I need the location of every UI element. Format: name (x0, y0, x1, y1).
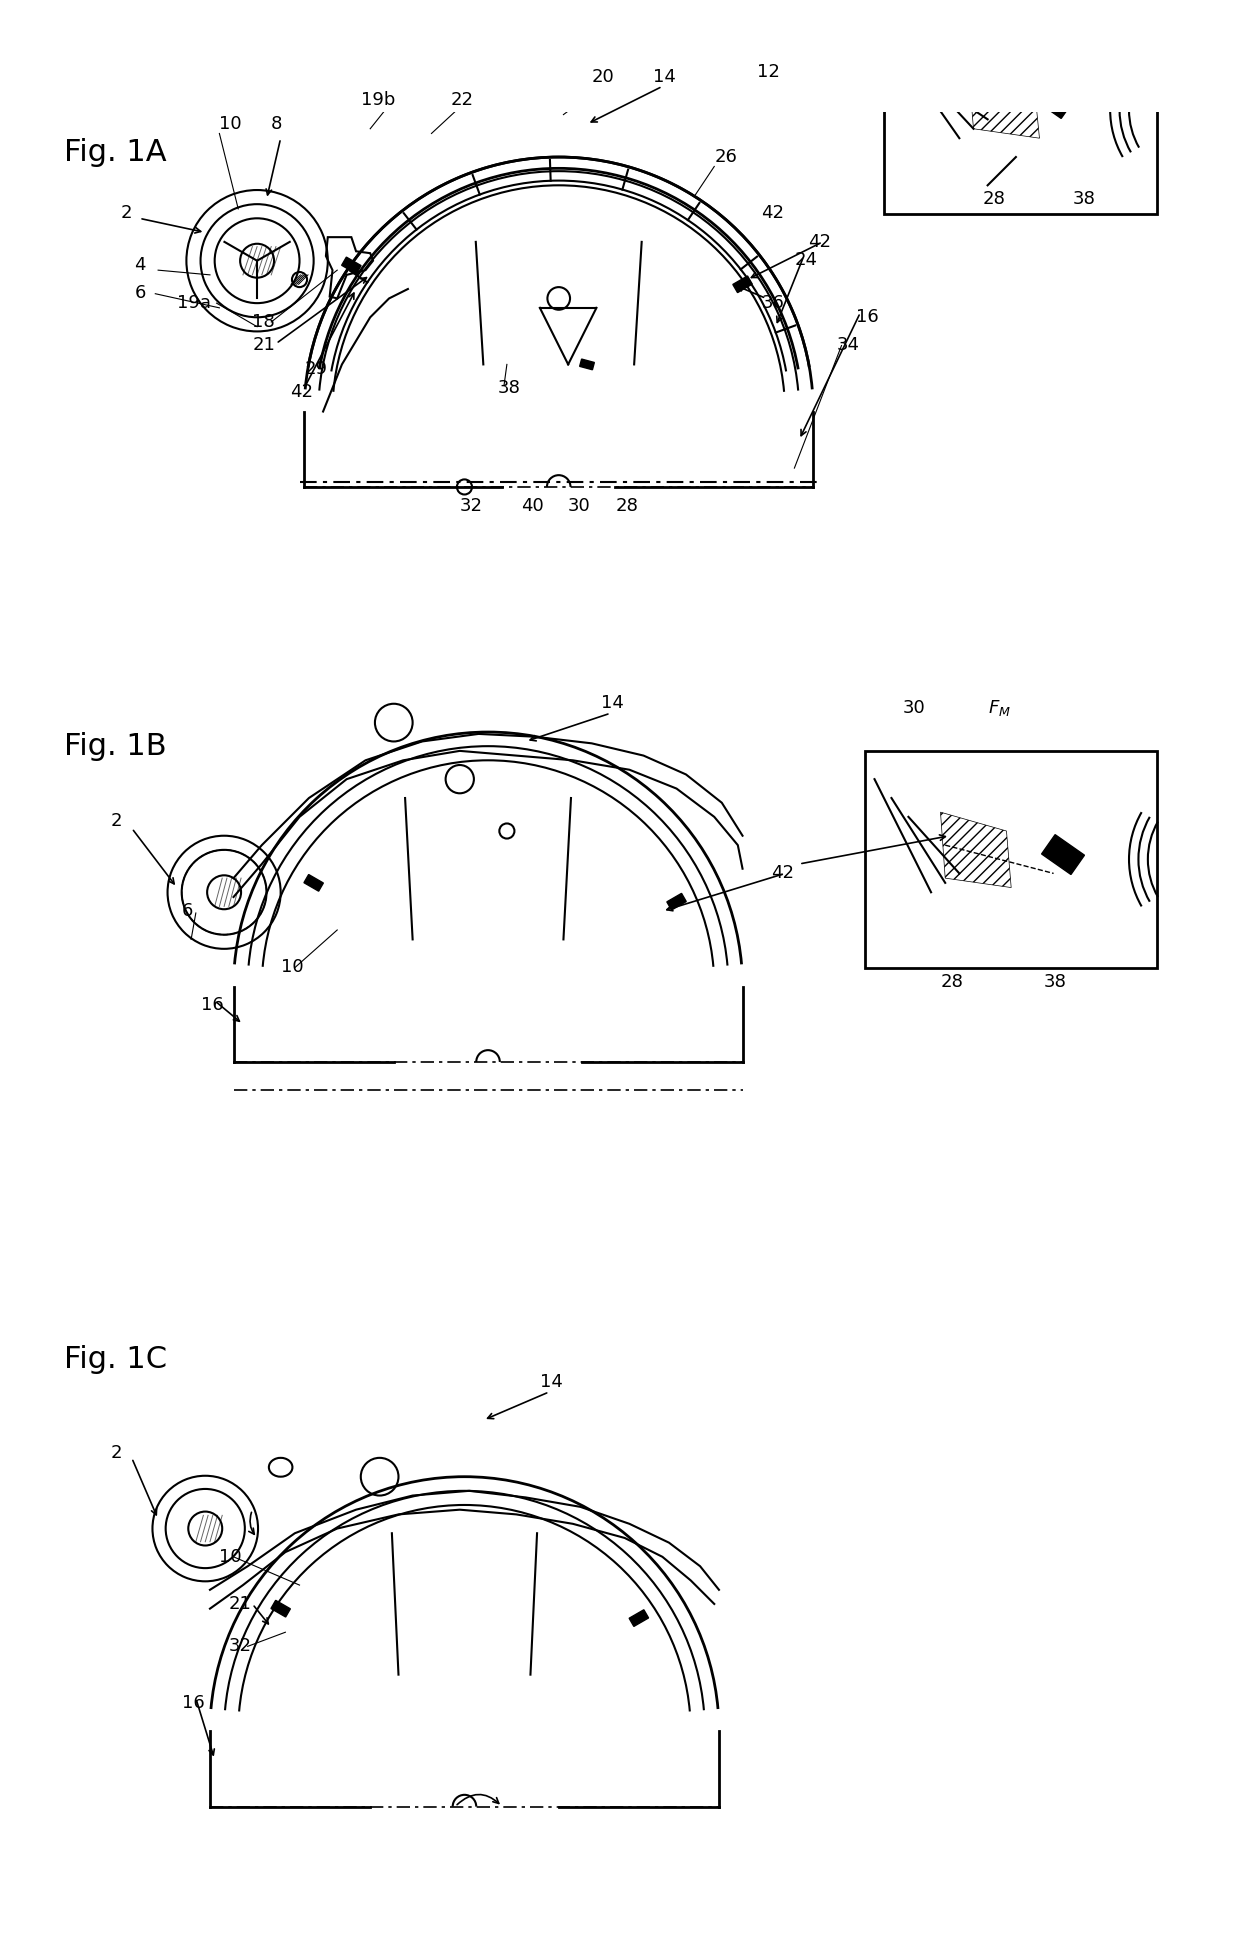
Text: 2: 2 (112, 812, 123, 830)
Text: 14: 14 (539, 1373, 563, 1391)
Text: Fig. 1A: Fig. 1A (63, 138, 166, 168)
Text: 38: 38 (497, 378, 521, 397)
Text: 26: 26 (714, 148, 737, 166)
Text: 20: 20 (591, 68, 615, 86)
Text: 42: 42 (771, 865, 794, 882)
Polygon shape (272, 1601, 290, 1617)
Text: 34: 34 (837, 337, 859, 355)
Text: 30: 30 (568, 497, 591, 514)
Text: Fig. 1C: Fig. 1C (63, 1344, 167, 1373)
Text: 16: 16 (856, 308, 878, 325)
Text: 6: 6 (135, 284, 146, 302)
Text: 29: 29 (304, 360, 327, 378)
Text: 36: 36 (761, 294, 784, 312)
Bar (884, 6, 1157, 214)
Text: 42: 42 (761, 205, 785, 222)
Text: 14: 14 (653, 68, 676, 86)
Text: 28: 28 (940, 972, 963, 990)
Text: 2: 2 (120, 205, 131, 222)
Text: 32: 32 (229, 1636, 252, 1656)
Text: 16: 16 (182, 1693, 205, 1712)
Polygon shape (1034, 82, 1073, 119)
Text: 28: 28 (615, 497, 639, 514)
Polygon shape (667, 894, 686, 910)
Text: 18: 18 (253, 314, 275, 331)
Text: 32: 32 (460, 497, 482, 514)
Text: 10: 10 (280, 958, 304, 976)
Text: 4: 4 (135, 255, 146, 275)
Polygon shape (733, 277, 753, 292)
Text: 10: 10 (219, 1547, 242, 1566)
Text: Fig. 1B: Fig. 1B (63, 732, 166, 762)
Text: 30: 30 (903, 699, 925, 717)
Text: 21: 21 (229, 1595, 252, 1613)
Polygon shape (1042, 834, 1085, 875)
Text: 21: 21 (253, 337, 275, 355)
Text: 19b: 19b (361, 92, 396, 109)
Text: 38: 38 (1044, 972, 1068, 990)
Text: 10: 10 (219, 115, 242, 132)
Polygon shape (342, 257, 361, 275)
Polygon shape (304, 875, 324, 890)
Text: 42: 42 (808, 232, 832, 251)
Polygon shape (629, 1609, 649, 1627)
Text: 28: 28 (983, 191, 1006, 208)
Text: 40: 40 (521, 497, 544, 514)
Text: 8: 8 (272, 115, 283, 132)
Polygon shape (579, 358, 594, 370)
Text: 16: 16 (201, 995, 223, 1015)
Text: 19a: 19a (177, 294, 211, 312)
Text: 24: 24 (795, 251, 817, 269)
Bar (866, 750, 1157, 968)
Text: 42: 42 (290, 384, 312, 401)
Text: $F_M$: $F_M$ (987, 697, 1011, 719)
Text: 22: 22 (450, 92, 474, 109)
Text: 6: 6 (182, 902, 193, 919)
Text: 14: 14 (601, 695, 624, 713)
Text: 38: 38 (1073, 191, 1095, 208)
Text: 12: 12 (756, 62, 780, 82)
Text: 2: 2 (112, 1443, 123, 1461)
